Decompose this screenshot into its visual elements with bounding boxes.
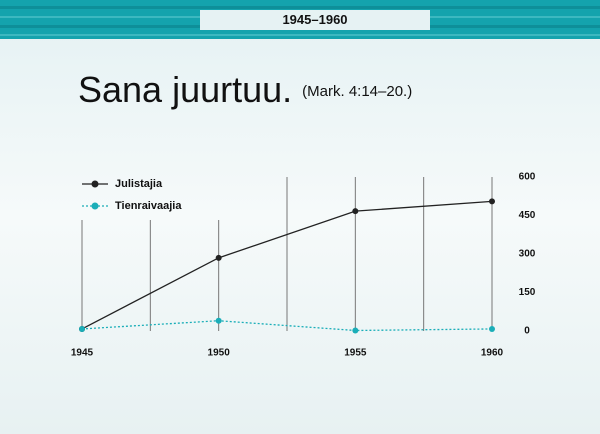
header-title: 1945–1960 [282,12,347,27]
chart: 1945 1950 1955 1960 0 150 300 450 600 Julistajia T… [71,172,536,359]
data-point [352,208,359,215]
data-point [489,325,495,332]
data-point [489,198,495,205]
slide-title: Sana juurtuu. (Mark. 4:14–20.) [78,69,412,110]
legend-label: Tienraivaajia [115,200,182,212]
series-line [81,200,493,330]
legend-marker [91,180,99,188]
legend-marker [91,202,99,210]
data-point [352,327,359,334]
data-point [215,317,222,324]
header-box [200,10,430,30]
data-point [79,325,85,332]
x-tick-label: 1945 [71,348,94,359]
data-point [215,254,222,261]
y-tick-label: 0 [524,326,530,337]
y-tick-label: 300 [519,249,536,260]
x-tick-label: 1960 [481,348,504,359]
legend-label: Julistajia [115,178,163,190]
series-line [81,320,493,332]
x-tick-label: 1950 [208,348,231,359]
y-tick-label: 150 [519,287,536,298]
title-reference: (Mark. 4:14–20.) [302,83,412,100]
y-tick-label: 450 [519,210,536,221]
x-tick-label: 1955 [344,348,367,359]
title-main: Sana juurtuu. [78,69,292,110]
y-tick-label: 600 [519,172,536,183]
